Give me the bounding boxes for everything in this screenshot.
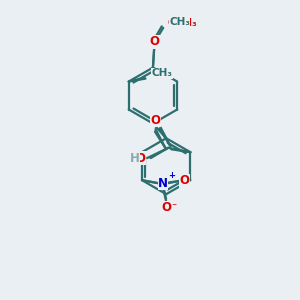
Text: ⁻: ⁻ [172, 202, 177, 212]
Text: O: O [136, 152, 146, 165]
Text: CH₃: CH₃ [152, 68, 172, 78]
Text: +: + [169, 171, 176, 180]
Text: O: O [151, 114, 161, 127]
Text: O: O [179, 174, 189, 187]
Text: N: N [158, 177, 168, 190]
Text: H: H [130, 152, 140, 165]
Text: O: O [149, 35, 159, 48]
Text: O: O [161, 201, 171, 214]
Text: O: O [149, 35, 159, 48]
Text: OCH₃: OCH₃ [168, 18, 197, 28]
Text: CH₃: CH₃ [169, 17, 190, 27]
